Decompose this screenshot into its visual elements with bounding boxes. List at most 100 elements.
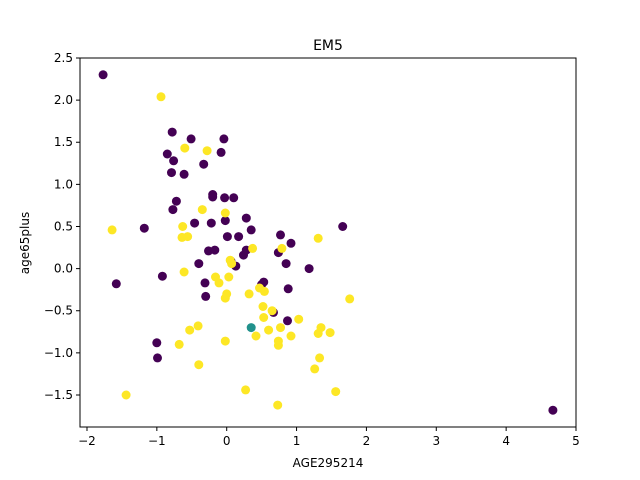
x-tick-label: 0 [223,434,231,448]
data-point-s2-30 [259,313,269,322]
data-point-s0-12 [179,169,189,179]
data-point-s2-25 [248,243,258,253]
x-tick-label: 4 [502,434,510,448]
data-point-s2-20 [224,272,234,282]
data-point-s0-17 [200,278,210,288]
data-point-s2-39 [294,314,304,324]
y-tick-label: −0.5 [44,304,73,318]
data-point-s2-32 [267,306,277,316]
data-point-s2-33 [273,400,283,410]
data-point-s2-2 [156,92,166,102]
data-point-s0-0 [98,70,108,80]
data-point-s0-6 [162,149,172,159]
data-point-s2-8 [183,232,193,242]
data-point-s2-23 [241,385,251,395]
x-tick-label: 2 [363,434,371,448]
data-point-s0-26 [220,193,230,203]
y-tick-label: 1.5 [54,135,73,149]
data-point-s2-46 [331,387,341,397]
data-point-s2-35 [273,340,283,350]
data-point-s2-28 [258,302,268,311]
data-point-s2-43 [315,353,325,363]
data-point-s0-44 [283,284,293,294]
data-point-s2-12 [197,205,207,215]
data-point-s0-48 [548,405,558,415]
data-point-s2-22 [227,259,237,269]
data-point-s0-4 [153,353,162,363]
data-point-s0-32 [234,232,244,242]
data-point-s0-43 [283,316,292,326]
data-point-s2-31 [264,325,274,335]
data-point-s2-13 [202,146,212,156]
data-point-s0-16 [199,159,209,169]
data-point-s2-0 [107,225,117,235]
data-point-s0-5 [157,271,167,281]
data-point-s0-47 [338,222,348,231]
data-point-s0-2 [139,223,149,233]
data-point-s0-18 [201,291,211,301]
data-point-s0-7 [167,168,176,178]
data-point-s0-11 [171,196,181,206]
data-point-s2-24 [244,289,254,299]
ticks-layer: −2 −1 0 1 2 3 4 5 −1.5 −1.0 −0.5 0.0 0.5 1.0 1.5 2.0 2.5 [44,51,580,448]
data-point-s2-40 [310,364,320,374]
data-point-s2-38 [286,331,296,341]
y-tick-label: 2.0 [54,93,73,107]
data-point-s2-44 [316,323,326,333]
x-tick-label: 5 [572,434,580,448]
data-point-s2-26 [251,331,261,341]
data-point-s0-13 [186,134,196,144]
data-point-s2-19 [222,289,232,299]
data-point-s0-27 [220,216,230,226]
y-tick-label: 0.5 [54,219,73,233]
data-point-s2-1 [121,390,131,400]
points-layer [98,70,558,415]
data-point-s0-34 [241,213,251,223]
data-point-s2-18 [220,336,230,346]
data-point-s0-14 [190,218,200,228]
data-point-s0-30 [229,193,239,203]
data-point-s0-46 [304,264,314,274]
data-point-s2-10 [193,321,203,331]
x-axis-label: AGE295214 [293,456,364,470]
data-point-s2-29 [259,286,269,296]
data-point-s2-11 [194,360,204,370]
data-point-s2-7 [180,143,190,153]
data-point-s2-3 [174,339,184,349]
plot-area-frame [79,57,577,428]
data-point-s2-16 [220,208,230,218]
data-point-s0-36 [246,225,256,235]
data-point-s2-5 [178,222,188,231]
data-point-s0-1 [111,279,121,289]
y-axis-label: age65plus [18,212,32,274]
x-tick-label: −1 [148,434,166,448]
x-tick-label: −2 [78,434,96,448]
data-point-s0-9 [169,156,179,166]
data-point-s0-3 [152,338,162,348]
data-point-s2-15 [214,278,224,288]
data-point-s0-15 [194,259,204,269]
data-point-s2-6 [179,267,189,277]
data-point-s0-28 [222,232,232,242]
data-point-s0-23 [210,245,220,255]
data-point-s0-10 [168,205,178,215]
data-point-s2-45 [325,328,335,338]
y-tick-label: 2.5 [54,51,73,65]
data-point-s0-22 [208,190,218,199]
data-point-s0-42 [281,259,291,269]
y-tick-label: 0.0 [54,262,73,276]
data-point-s0-8 [167,127,177,137]
x-tick-label: 1 [293,434,301,448]
data-point-s2-41 [313,233,323,243]
y-tick-label: −1.0 [44,346,73,360]
data-point-s0-41 [276,230,285,240]
data-point-s2-36 [276,323,285,333]
data-point-s0-24 [216,147,226,157]
y-tick-label: 1.0 [54,177,73,191]
data-point-s0-20 [206,218,216,228]
y-tick-label: −1.5 [44,388,73,402]
data-point-s0-25 [219,134,229,144]
data-point-s2-37 [277,243,287,253]
data-point-s0-45 [286,238,296,248]
